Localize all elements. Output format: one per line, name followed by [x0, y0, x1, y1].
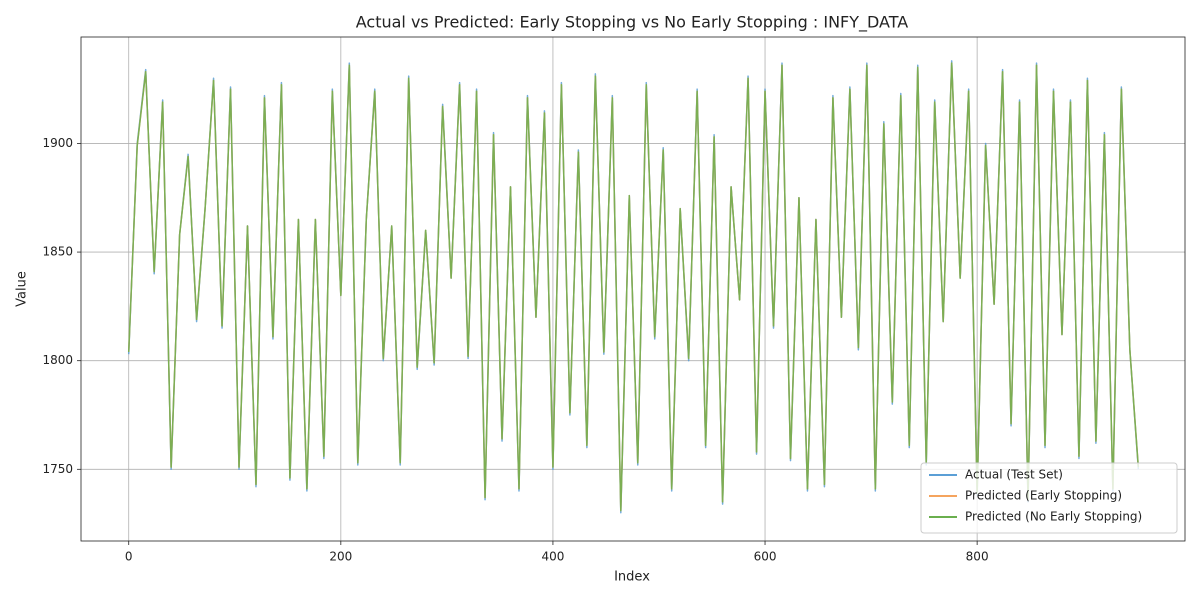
legend-label: Predicted (No Early Stopping)	[965, 510, 1142, 524]
x-tick-label: 0	[125, 550, 133, 564]
data-line	[127, 62, 1140, 512]
plot-frame	[80, 36, 1186, 542]
y-tick-label: 1850	[42, 245, 73, 259]
legend: Actual (Test Set) Predicted (Early Stoppi…	[920, 462, 1178, 534]
x-axis-label: Index	[614, 570, 650, 585]
y-tick-label: 1750	[42, 462, 73, 476]
x-tick-label: 600	[754, 550, 777, 564]
legend-label: Actual (Test Set)	[965, 468, 1063, 482]
y-tick-label: 1800	[42, 353, 73, 367]
legend-label: Predicted (Early Stopping)	[965, 489, 1122, 503]
x-tick-label: 400	[541, 550, 564, 564]
chart-title: Actual vs Predicted: Early Stopping vs N…	[356, 13, 909, 33]
y-tick-label: 1900	[42, 136, 73, 150]
legend-box	[920, 462, 1178, 534]
x-tick-label: 200	[329, 550, 352, 564]
y-axis-label: Value	[15, 271, 30, 307]
x-tick-label: 800	[966, 550, 989, 564]
